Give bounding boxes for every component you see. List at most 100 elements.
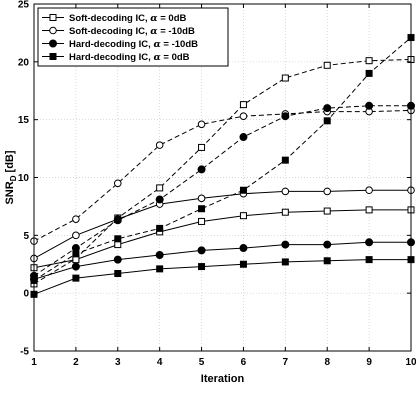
x-tick-label: 10 xyxy=(405,357,416,368)
legend-label-part: α xyxy=(150,13,158,24)
data-point-circle-open xyxy=(197,194,206,203)
x-tick-label: 8 xyxy=(324,357,330,368)
data-point-square-filled xyxy=(198,205,206,213)
data-point-square-open xyxy=(323,207,331,215)
series-lines xyxy=(33,37,412,295)
data-point-circle-open xyxy=(72,215,80,223)
legend-label: Soft-decoding IC, α = -10dB xyxy=(69,26,195,37)
series-line xyxy=(33,59,412,285)
y-tick-label: 25 xyxy=(18,0,30,11)
series-line xyxy=(33,189,411,259)
legend-label-part: = 0dB xyxy=(158,13,187,24)
data-point-circle-open xyxy=(281,187,290,196)
legend-label-part: = -10dB xyxy=(158,26,195,37)
data-point-circle-filled xyxy=(323,104,332,113)
legend-label-part: Soft-decoding IC, xyxy=(69,13,150,24)
data-point-square-open xyxy=(239,101,247,109)
data-point-square-open xyxy=(365,206,373,214)
data-point-circle-open xyxy=(155,141,164,149)
data-point-square-open xyxy=(281,74,289,82)
legend-marker-circle-filled xyxy=(49,39,57,48)
axis-ticks: 1 2 3 4 5 6 7 8 9 10 -5 0 5 10 15 20 25 xyxy=(18,0,416,368)
data-point-square-open xyxy=(365,57,373,65)
legend-box xyxy=(37,7,229,67)
data-point-square-filled xyxy=(323,117,331,125)
y-tick-label: -5 xyxy=(20,347,29,358)
legend-label-part: = 0dB xyxy=(161,52,190,63)
legend-label: Soft-decoding IC, α = 0dB xyxy=(69,13,187,24)
legend-label-part: Soft-decoding IC, xyxy=(69,26,150,37)
x-tick-label: 6 xyxy=(241,357,247,368)
data-point-square-open xyxy=(114,241,122,249)
legend-label-part: α xyxy=(150,26,158,37)
data-point-square-filled xyxy=(198,263,206,271)
data-point-square-filled xyxy=(323,257,331,265)
series-line xyxy=(33,241,411,280)
data-point-circle-filled xyxy=(155,250,164,259)
data-point-square-open xyxy=(239,212,247,220)
legend-marker-square-filled xyxy=(49,53,57,60)
data-point-square-open xyxy=(198,217,206,225)
x-tick-label: 7 xyxy=(283,357,289,368)
series-markers xyxy=(30,34,415,298)
x-tick-label: 3 xyxy=(115,357,121,368)
legend-marker-circle-open xyxy=(49,26,57,35)
data-point-square-open xyxy=(198,143,206,151)
data-point-square-filled xyxy=(72,250,80,258)
data-point-square-filled xyxy=(156,265,164,273)
y-axis-title-unit: [dB] xyxy=(4,150,16,175)
series-line xyxy=(33,37,412,281)
x-tick-label: 5 xyxy=(199,357,205,368)
data-point-circle-filled xyxy=(281,112,290,121)
legend-label-part: = -10dB xyxy=(161,39,198,50)
data-point-circle-open xyxy=(113,179,122,188)
legend-label-part: α xyxy=(153,39,161,50)
data-point-circle-filled xyxy=(71,262,80,271)
y-axis-title-main: SNR xyxy=(4,181,16,204)
data-point-circle-filled xyxy=(323,240,332,249)
y-tick-label: 20 xyxy=(18,57,30,68)
data-point-circle-filled xyxy=(113,216,122,225)
data-point-circle-filled xyxy=(197,246,206,255)
data-point-circle-open xyxy=(323,187,332,196)
data-point-circle-open xyxy=(72,231,80,240)
legend-label-part: Hard-decoding IC, xyxy=(69,39,153,50)
y-axis-title-subscript: D xyxy=(9,175,18,181)
data-point-square-filled xyxy=(114,270,122,278)
data-point-circle-filled xyxy=(281,240,290,249)
data-point-square-filled xyxy=(239,186,247,194)
data-point-square-filled xyxy=(72,274,80,282)
data-point-square-filled xyxy=(239,260,247,268)
x-tick-label: 1 xyxy=(31,357,37,368)
y-tick-label: 0 xyxy=(23,289,29,300)
data-point-square-filled xyxy=(156,224,164,232)
data-point-circle-open xyxy=(365,186,373,195)
data-point-circle-open xyxy=(197,120,206,129)
series-line xyxy=(33,209,411,269)
series-line xyxy=(33,105,411,277)
legend-label-part: Hard-decoding IC, xyxy=(69,52,153,63)
y-axis-title: SNRD [dB] xyxy=(4,150,18,204)
x-tick-label: 4 xyxy=(157,357,163,368)
data-point-square-open xyxy=(323,61,331,69)
data-point-square-open xyxy=(281,208,289,216)
data-point-square-filled xyxy=(365,69,373,77)
x-tick-label: 2 xyxy=(73,357,79,368)
data-point-circle-open xyxy=(239,112,248,120)
data-point-circle-filled xyxy=(365,101,374,110)
x-axis-title: Iteration xyxy=(201,373,245,385)
y-tick-label: 15 xyxy=(18,115,30,126)
data-point-square-open xyxy=(72,256,80,264)
y-tick-label: 5 xyxy=(23,231,29,242)
data-point-square-filled xyxy=(365,256,373,264)
data-point-circle-filled xyxy=(197,165,206,174)
legend-label: Hard-decoding IC, α = -10dB xyxy=(69,39,198,50)
series-line xyxy=(33,259,411,295)
y-tick-label: 10 xyxy=(18,173,30,184)
x-tick-label: 9 xyxy=(366,357,372,368)
data-point-circle-filled xyxy=(239,133,248,142)
data-point-circle-filled xyxy=(239,244,248,253)
data-point-circle-filled xyxy=(113,255,122,264)
data-point-square-filled xyxy=(281,156,289,164)
